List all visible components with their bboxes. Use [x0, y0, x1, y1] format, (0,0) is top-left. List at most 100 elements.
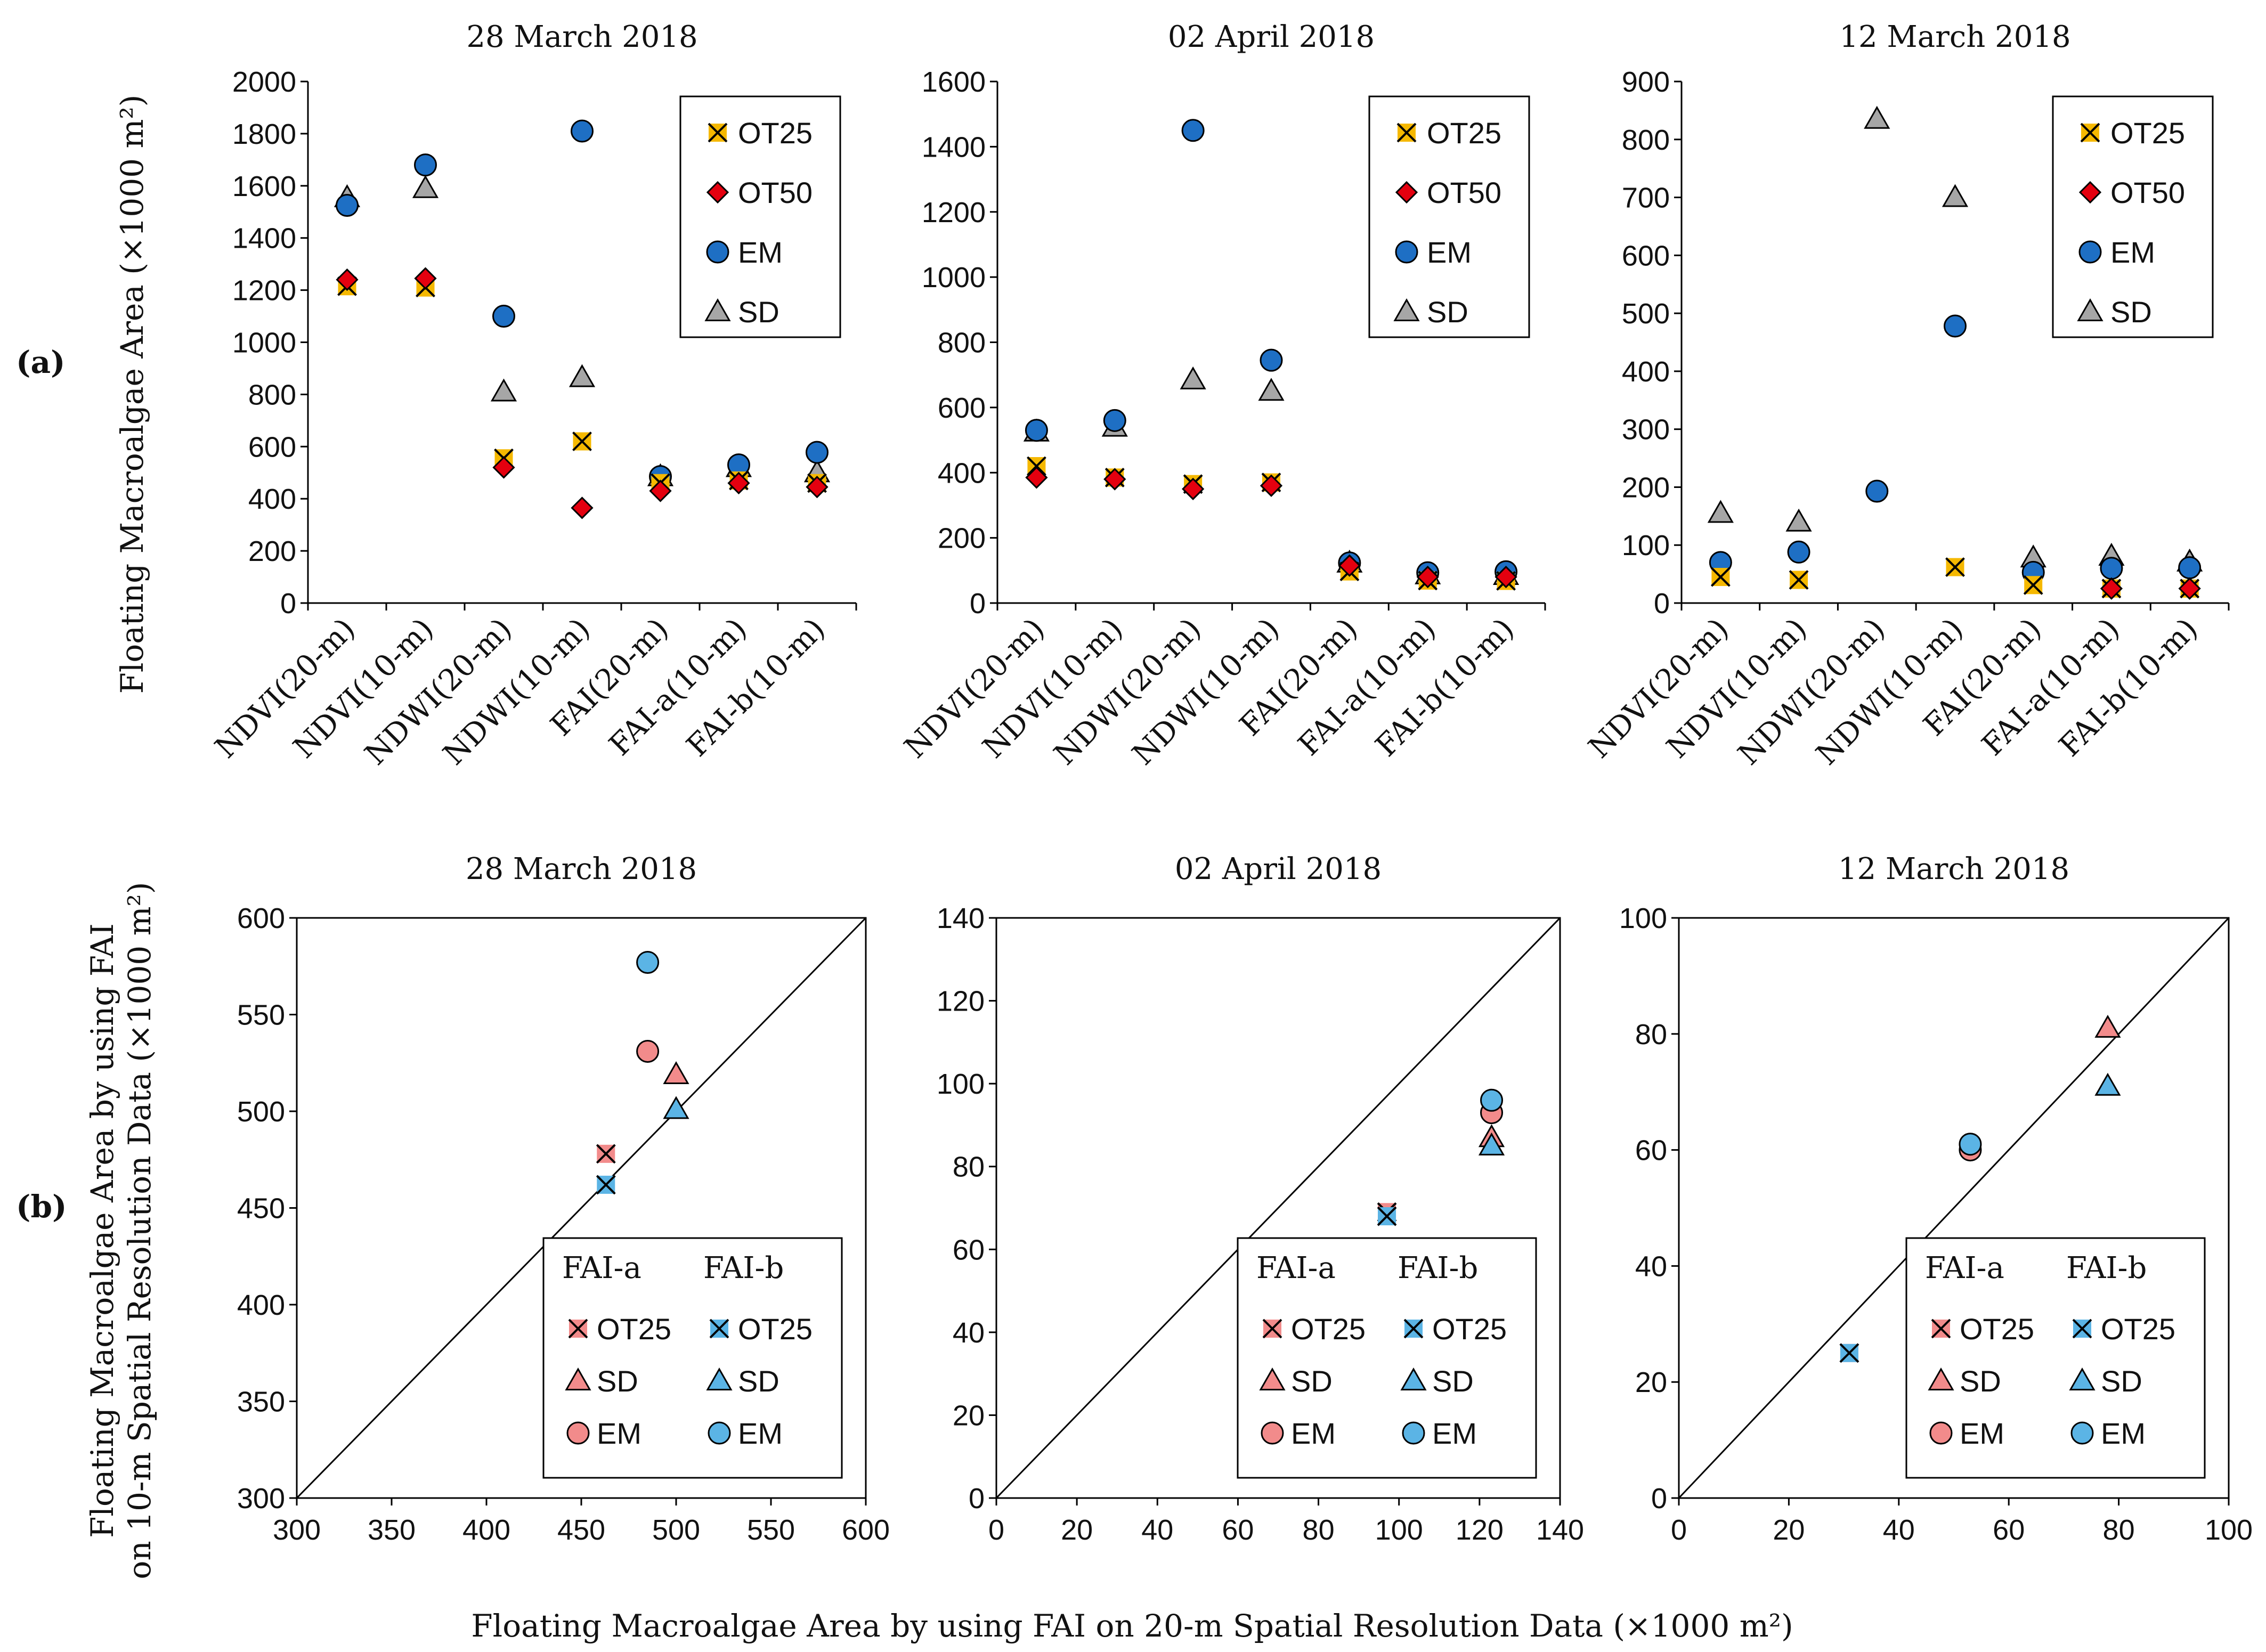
point-em-fai-a-10-m: [2100, 557, 2123, 580]
legend: FAI-a FAI-b OT25 OT25 SD SD EM EM: [542, 1237, 843, 1479]
legend-marker-ot25: [1396, 123, 1417, 143]
y-tick-label: 400: [938, 457, 986, 489]
legend: OT25 OT50 EM SD: [1368, 95, 1530, 338]
legend-label-fai-a-em: EM: [1960, 1417, 2004, 1450]
point-fai-a-sd: [2094, 1014, 2121, 1038]
y-tick-label: 80: [1635, 1019, 1667, 1051]
legend: OT25 OT50 EM SD: [679, 95, 841, 338]
legend-marker-fai-b-sd: [2069, 1367, 2096, 1390]
y-tick-label: 800: [1622, 124, 1670, 156]
point-ot50-ndvi-10-m: [414, 267, 437, 290]
point-ot25-ndwi-10-m-stroke-2: [1945, 557, 1965, 577]
point-ot25-ndvi-20-m: [1710, 567, 1731, 587]
point-fai-a-ot25: [596, 1144, 616, 1164]
y-tick-label: 1200: [232, 275, 296, 307]
point-ot50-ndvi-20-m: [1025, 466, 1048, 489]
x-tick-label: 60: [1993, 1514, 2025, 1546]
legend-marker-fai-a-ot25: [1931, 1319, 1951, 1339]
legend-box: [679, 95, 841, 338]
plot-frame: [1678, 917, 2230, 1499]
point-sd-ndwi-20-m: [1180, 366, 1206, 389]
point-fai-b-em: [1959, 1133, 1982, 1156]
point-ot50-fai-a-10-m: [1416, 565, 1439, 589]
point-em-ndvi-20-m: [1025, 419, 1048, 442]
legend-marker-em: [706, 240, 729, 264]
y-tick-label: 60: [1635, 1135, 1667, 1167]
legend-box: [542, 1237, 843, 1479]
legend-marker-em: [2078, 240, 2102, 264]
y-tick-label: 600: [237, 902, 285, 934]
x-tick-label: 450: [557, 1514, 605, 1546]
legend-label-fai-b-sd: SD: [2101, 1364, 2142, 1398]
point-sd-ndwi-10-m: [568, 364, 596, 387]
point-em-ndvi-10-m: [414, 153, 437, 177]
y-tick-label: 1400: [922, 131, 986, 163]
y-tick-label: 1000: [922, 262, 986, 294]
point-ot50-ndwi-20-m: [1182, 477, 1205, 500]
legend-marker-sd: [704, 298, 731, 321]
y-axis-label-a: Floating Macroalgae Area (×1000 m²): [114, 95, 150, 694]
point-ot50-fai-b-10-m: [2178, 577, 2201, 600]
legend-header-fai-b: FAI-b: [1398, 1251, 1478, 1285]
legend-marker-fai-a-ot25-stroke-2: [1931, 1319, 1951, 1339]
y-tick-label: 2000: [232, 66, 296, 98]
legend-label-fai-b-ot25: OT25: [738, 1312, 813, 1346]
legend-label-ot50: OT50: [2110, 176, 2185, 209]
point-fai-a-em: [636, 1039, 660, 1063]
legend-marker-fai-a-sd: [565, 1367, 591, 1390]
point-ot50-ndwi-10-m: [1260, 474, 1283, 497]
x-tick-label: 120: [1456, 1514, 1504, 1546]
legend-label-ot25: OT25: [738, 116, 813, 150]
point-ot50-fai-b-10-m: [806, 476, 829, 499]
y-tick-label: 900: [1622, 66, 1670, 98]
chart-title: 02 April 2018: [1168, 20, 1375, 54]
point-ot50-fai-b-10-m: [1495, 565, 1517, 589]
legend-label-sd: SD: [738, 295, 779, 329]
point-fai-b-em: [1480, 1088, 1504, 1112]
x-tick-label: 80: [2103, 1514, 2135, 1546]
legend-marker-fai-a-sd: [1259, 1367, 1286, 1390]
legend: OT25 OT50 EM SD: [2052, 95, 2214, 338]
legend-marker-fai-a-em: [1261, 1421, 1284, 1445]
point-sd-ndvi-20-m: [1707, 500, 1734, 523]
y-tick-label: 200: [248, 535, 296, 567]
legend-box: [2052, 95, 2214, 338]
x-tick-label: 350: [368, 1514, 416, 1546]
legend-marker-fai-a-ot25: [568, 1319, 588, 1339]
legend-label-ot50: OT50: [1427, 176, 1501, 209]
legend-marker-fai-b-em: [708, 1421, 731, 1445]
legend-marker-fai-a-em: [1929, 1421, 1953, 1445]
point-ot25-ndvi-20-m-stroke-2: [1710, 567, 1731, 587]
point-fai-b-ot25: [1839, 1343, 1859, 1363]
point-ot25-ndwi-10-m-stroke-2: [572, 432, 592, 451]
x-tick-label: 400: [462, 1514, 510, 1546]
legend-label-fai-b-em: EM: [1432, 1417, 1477, 1450]
legend-label-em: EM: [738, 235, 783, 269]
legend-label-fai-a-sd: SD: [597, 1364, 638, 1398]
y-tick-label: 700: [1622, 182, 1670, 214]
legend-header-fai-a: FAI-a: [1256, 1251, 1336, 1285]
y-tick-label: 100: [1619, 902, 1667, 934]
point-ot50-ndwi-10-m: [571, 497, 594, 519]
category-label-fai-b-10-m: FAI-b(10-m): [680, 612, 832, 763]
y-tick-label: 1400: [232, 223, 296, 255]
legend-label-fai-a-sd: SD: [1960, 1364, 2001, 1398]
point-ot50-fai-20-m: [649, 479, 672, 502]
y-tick-label: 300: [1622, 414, 1670, 446]
legend-header-fai-b: FAI-b: [2066, 1251, 2147, 1285]
legend-marker-fai-b-sd: [706, 1367, 733, 1390]
legend-marker-fai-b-sd: [1400, 1367, 1427, 1390]
xy-chart-3: 12 March 2018 0 20 40 60 80 100 0 20 40 60 80 100 FAI…: [1619, 852, 2253, 1546]
point-ot25-fai-20-m: [2023, 575, 2043, 595]
point-ot50-ndwi-20-m: [492, 456, 515, 479]
legend-box: [1237, 1237, 1537, 1479]
point-em-ndwi-10-m: [1944, 314, 1967, 338]
point-em-ndwi-20-m: [1181, 119, 1205, 142]
point-ot25-fai-20-m-stroke-2: [2023, 575, 2043, 595]
y-tick-label: 0: [970, 588, 986, 620]
x-tick-label: 20: [1773, 1514, 1805, 1546]
plot-frame: [995, 917, 1561, 1499]
point-sd-ndwi-10-m: [1258, 378, 1285, 401]
point-sd-ndwi-20-m: [490, 378, 517, 402]
